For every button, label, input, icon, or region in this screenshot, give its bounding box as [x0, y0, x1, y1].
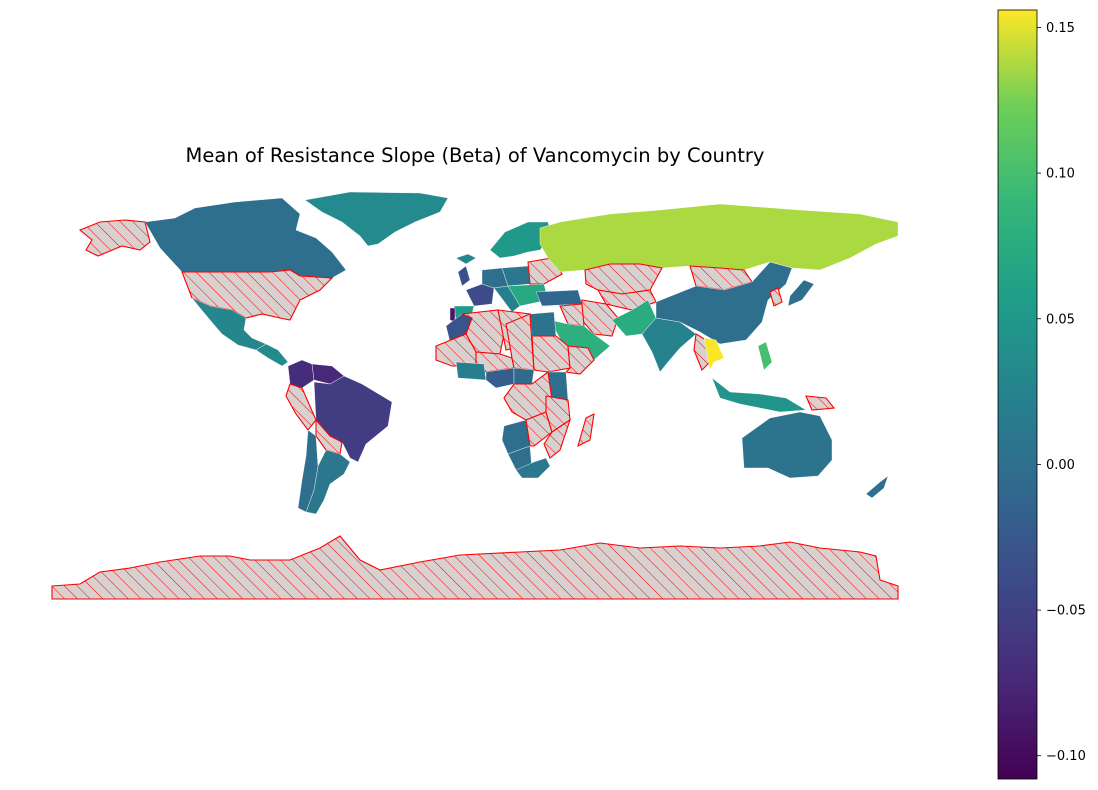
region-australia [741, 411, 833, 479]
region-france [465, 283, 495, 307]
region-japan [787, 279, 815, 307]
region-cameroon [513, 367, 535, 385]
region-central-america [255, 343, 289, 367]
colorbar-ticks: 0.15 0.10 0.05 0.00 −0.05 −0.10 [1037, 21, 1086, 764]
region-chile [297, 429, 319, 513]
region-kazakhstan [584, 263, 663, 295]
world-map [51, 191, 899, 600]
region-united-kingdom [457, 265, 471, 287]
region-mozambique [543, 418, 572, 459]
region-south-africa [515, 457, 551, 479]
region-indonesia [711, 377, 807, 413]
region-new-zealand [865, 475, 889, 499]
region-ghana [455, 361, 487, 381]
region-iraq [559, 303, 585, 327]
colorbar-tick-label: −0.10 [1046, 749, 1086, 764]
chart-title: Mean of Resistance Slope (Beta) of Vanco… [186, 144, 765, 167]
colorbar-tick-label: 0.00 [1046, 458, 1075, 473]
region-korea [769, 287, 783, 307]
region-thailand [703, 337, 725, 371]
region-papua-new-guinea [805, 395, 836, 411]
region-iceland [455, 253, 477, 265]
colorbar-tick-label: −0.05 [1046, 604, 1086, 619]
colorbar-tick-label: 0.05 [1046, 312, 1075, 327]
region-china [655, 261, 793, 345]
region-colombia [287, 359, 315, 389]
region-russia [539, 203, 899, 273]
colorbar: 0.15 0.10 0.05 0.00 −0.05 −0.10 [997, 9, 1086, 780]
colorbar-tick-label: 0.15 [1046, 21, 1075, 36]
region-canada [144, 197, 347, 279]
region-philippines [757, 341, 773, 371]
region-alaska [78, 219, 151, 257]
region-egypt [529, 311, 557, 337]
region-antarctica [51, 535, 899, 600]
colorbar-gradient [997, 9, 1038, 780]
region-ethiopia [564, 345, 595, 375]
region-zambia [525, 411, 553, 447]
region-peru [285, 383, 317, 431]
colorbar-tick-label: 0.10 [1046, 167, 1075, 182]
region-madagascar [577, 413, 595, 448]
region-greenland [304, 191, 449, 247]
region-turkey [535, 289, 583, 307]
